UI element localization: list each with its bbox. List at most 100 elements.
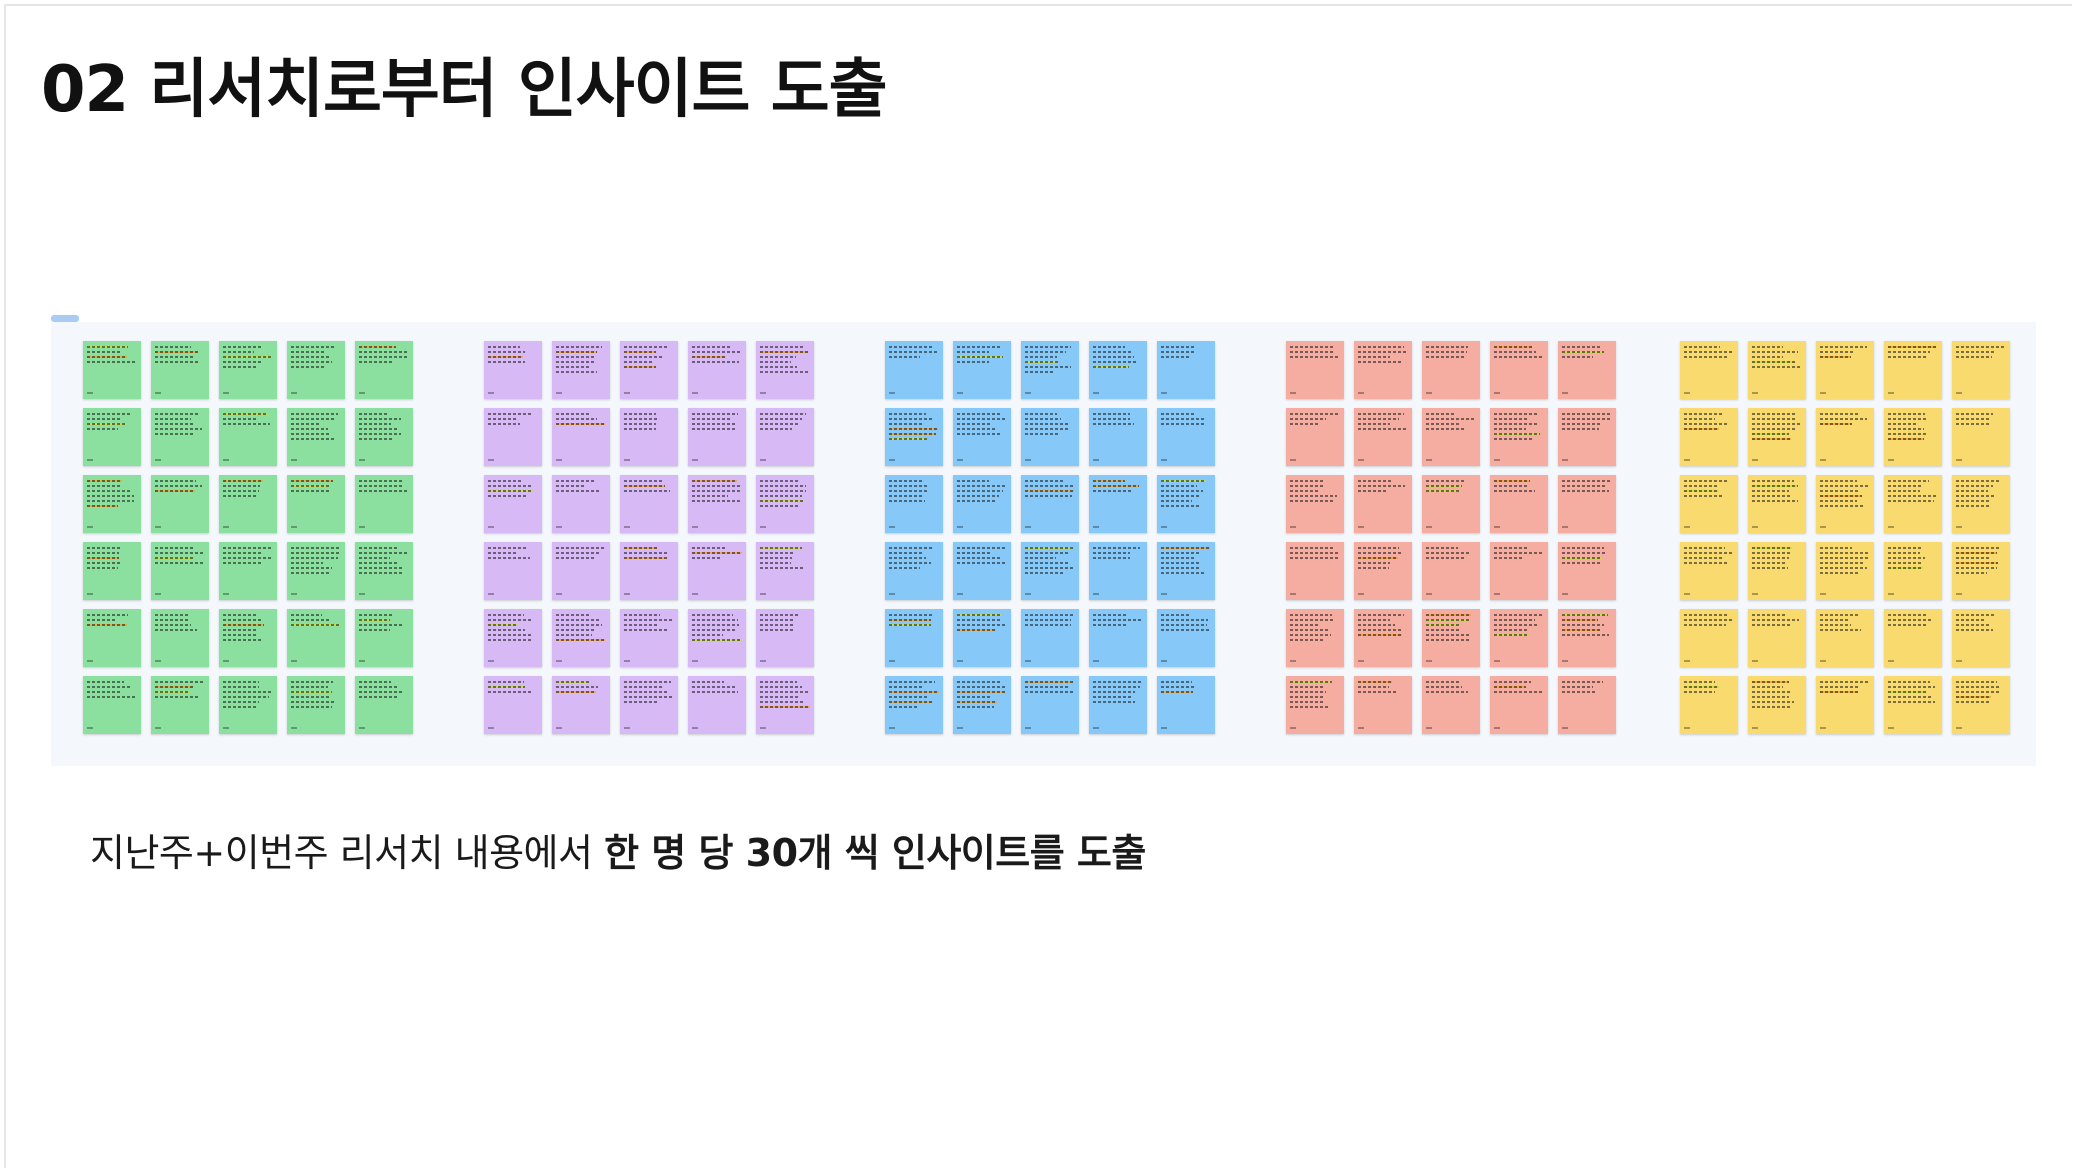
sticky-note[interactable]: [1816, 475, 1874, 533]
sticky-note[interactable]: [1021, 676, 1079, 734]
board-handle[interactable]: [51, 315, 79, 322]
sticky-note[interactable]: [83, 609, 141, 667]
sticky-note[interactable]: [355, 542, 413, 600]
sticky-note[interactable]: [620, 408, 678, 466]
sticky-note[interactable]: [1286, 676, 1344, 734]
sticky-note[interactable]: [688, 542, 746, 600]
sticky-note[interactable]: [355, 475, 413, 533]
sticky-note[interactable]: [1089, 542, 1147, 600]
sticky-note[interactable]: [620, 609, 678, 667]
sticky-note[interactable]: [1286, 542, 1344, 600]
sticky-note[interactable]: [151, 676, 209, 734]
sticky-note[interactable]: [885, 542, 943, 600]
sticky-note[interactable]: [1089, 408, 1147, 466]
sticky-note[interactable]: [1558, 341, 1616, 399]
sticky-note[interactable]: [83, 542, 141, 600]
sticky-note[interactable]: [1680, 475, 1738, 533]
sticky-note[interactable]: [1490, 341, 1548, 399]
sticky-note[interactable]: [1422, 542, 1480, 600]
sticky-note[interactable]: [287, 408, 345, 466]
sticky-note[interactable]: [1558, 542, 1616, 600]
sticky-note[interactable]: [1422, 609, 1480, 667]
sticky-note[interactable]: [1748, 341, 1806, 399]
sticky-note[interactable]: [1354, 609, 1412, 667]
sticky-note[interactable]: [151, 475, 209, 533]
sticky-note[interactable]: [620, 676, 678, 734]
sticky-note[interactable]: [83, 341, 141, 399]
sticky-note[interactable]: [1952, 676, 2010, 734]
sticky-note[interactable]: [484, 676, 542, 734]
sticky-note[interactable]: [1286, 341, 1344, 399]
sticky-note[interactable]: [1354, 341, 1412, 399]
sticky-note[interactable]: [756, 676, 814, 734]
sticky-note[interactable]: [1157, 408, 1215, 466]
sticky-note[interactable]: [219, 609, 277, 667]
sticky-note[interactable]: [355, 609, 413, 667]
sticky-note[interactable]: [219, 676, 277, 734]
sticky-note[interactable]: [1884, 609, 1942, 667]
sticky-note[interactable]: [1816, 609, 1874, 667]
sticky-note[interactable]: [1422, 676, 1480, 734]
sticky-note[interactable]: [1490, 542, 1548, 600]
sticky-note[interactable]: [83, 676, 141, 734]
sticky-note[interactable]: [688, 609, 746, 667]
sticky-note[interactable]: [1157, 341, 1215, 399]
sticky-note[interactable]: [287, 676, 345, 734]
sticky-note[interactable]: [1558, 408, 1616, 466]
sticky-note[interactable]: [1021, 542, 1079, 600]
sticky-note[interactable]: [151, 341, 209, 399]
sticky-note[interactable]: [287, 341, 345, 399]
sticky-note[interactable]: [484, 341, 542, 399]
sticky-note[interactable]: [219, 542, 277, 600]
sticky-note[interactable]: [1680, 542, 1738, 600]
sticky-note[interactable]: [1490, 475, 1548, 533]
sticky-note[interactable]: [484, 408, 542, 466]
sticky-note[interactable]: [620, 475, 678, 533]
sticky-note[interactable]: [552, 341, 610, 399]
sticky-note[interactable]: [953, 408, 1011, 466]
sticky-note[interactable]: [1354, 408, 1412, 466]
sticky-note[interactable]: [151, 609, 209, 667]
sticky-note[interactable]: [1021, 408, 1079, 466]
sticky-note[interactable]: [1748, 609, 1806, 667]
sticky-note[interactable]: [1884, 542, 1942, 600]
sticky-note[interactable]: [1558, 475, 1616, 533]
sticky-note[interactable]: [1952, 408, 2010, 466]
sticky-note[interactable]: [1884, 475, 1942, 533]
sticky-note[interactable]: [1748, 542, 1806, 600]
sticky-note[interactable]: [287, 609, 345, 667]
sticky-note[interactable]: [355, 341, 413, 399]
sticky-note[interactable]: [219, 475, 277, 533]
sticky-note[interactable]: [688, 475, 746, 533]
sticky-note[interactable]: [1089, 475, 1147, 533]
sticky-note[interactable]: [620, 542, 678, 600]
sticky-note[interactable]: [885, 676, 943, 734]
sticky-note[interactable]: [1490, 408, 1548, 466]
sticky-note[interactable]: [552, 609, 610, 667]
sticky-note[interactable]: [885, 609, 943, 667]
sticky-note[interactable]: [287, 542, 345, 600]
sticky-note[interactable]: [1021, 475, 1079, 533]
sticky-note[interactable]: [756, 341, 814, 399]
sticky-note[interactable]: [1422, 341, 1480, 399]
sticky-note[interactable]: [1748, 475, 1806, 533]
sticky-note[interactable]: [1157, 475, 1215, 533]
sticky-note[interactable]: [1354, 475, 1412, 533]
sticky-note[interactable]: [1354, 676, 1412, 734]
sticky-note[interactable]: [1021, 609, 1079, 667]
sticky-note[interactable]: [756, 408, 814, 466]
sticky-note[interactable]: [1490, 676, 1548, 734]
sticky-note[interactable]: [552, 475, 610, 533]
sticky-note[interactable]: [1884, 408, 1942, 466]
sticky-note[interactable]: [756, 475, 814, 533]
sticky-note[interactable]: [1884, 676, 1942, 734]
sticky-note[interactable]: [355, 408, 413, 466]
sticky-note[interactable]: [953, 475, 1011, 533]
sticky-note[interactable]: [1157, 676, 1215, 734]
sticky-note[interactable]: [355, 676, 413, 734]
sticky-note[interactable]: [1748, 676, 1806, 734]
sticky-note[interactable]: [219, 341, 277, 399]
sticky-note[interactable]: [552, 542, 610, 600]
sticky-note[interactable]: [83, 408, 141, 466]
sticky-note[interactable]: [756, 609, 814, 667]
